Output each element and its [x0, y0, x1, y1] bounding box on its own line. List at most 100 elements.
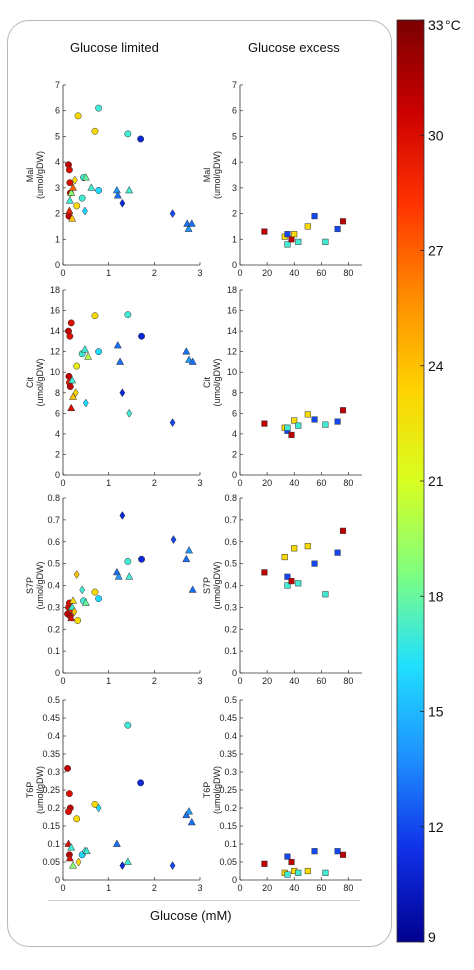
data-point-square — [304, 411, 311, 418]
y-tick-label: 0.25 — [219, 785, 237, 795]
data-point-square — [322, 869, 329, 876]
data-point-diamond — [72, 388, 79, 398]
y-tick-label: 0.4 — [224, 581, 237, 591]
data-point-diamond — [119, 198, 126, 208]
y-tick-label: 8 — [232, 388, 237, 398]
x-tick-label: 80 — [343, 883, 353, 893]
x-tick-label: 0 — [237, 676, 242, 686]
data-point-circle — [74, 112, 82, 120]
x-tick-label: 20 — [262, 676, 272, 686]
y-tick-label: 0.4 — [224, 731, 237, 741]
colorbar-tick-label: 15 — [428, 704, 444, 720]
x-tick-label: 80 — [343, 268, 353, 278]
y-axis-label: Mal(umol/gDW) — [25, 151, 45, 199]
data-point-diamond — [75, 857, 82, 867]
data-point-triangle — [116, 357, 125, 365]
y-tick-label: 3 — [55, 183, 60, 193]
data-point-circle — [138, 555, 145, 563]
data-point-square — [291, 545, 298, 552]
x-tick-label: 3 — [197, 676, 202, 686]
data-point-diamond — [169, 418, 176, 428]
data-point-triangle — [67, 613, 76, 622]
data-point-triangle — [69, 183, 78, 191]
y-tick-label: 2 — [232, 449, 237, 459]
data-point-triangle — [65, 196, 74, 204]
data-point-square — [284, 424, 291, 431]
y-tick-label: 0.5 — [224, 559, 237, 569]
data-point-diamond — [73, 570, 80, 580]
data-point-triangle — [65, 206, 74, 214]
data-point-square — [311, 560, 318, 567]
data-point-circle — [64, 764, 72, 772]
data-point-triangle — [182, 554, 191, 563]
data-point-circle — [137, 779, 145, 787]
data-point-triangle — [182, 810, 191, 819]
data-point-triangle — [187, 219, 196, 227]
y-tick-label: 16 — [227, 306, 237, 316]
data-point-triangle — [188, 585, 197, 593]
data-point-square — [291, 417, 298, 424]
data-point-diamond — [82, 206, 88, 216]
data-point-circle — [74, 617, 82, 624]
y-tick-label: 5 — [232, 131, 237, 141]
y-axis-label: T6P(umol/gDW) — [25, 766, 45, 814]
data-point-circle — [78, 194, 86, 202]
data-point-square — [261, 228, 268, 235]
y-tick-label: 0 — [55, 668, 60, 678]
x-tick-label: 60 — [316, 676, 326, 686]
x-tick-label: 60 — [316, 268, 326, 278]
x-tick-label: 20 — [262, 478, 272, 488]
colorbar-tick-label: 21 — [428, 473, 444, 489]
x-tick-label: 2 — [152, 883, 157, 893]
data-point-square — [261, 569, 268, 576]
data-point-triangle — [69, 861, 78, 869]
x-tick-label: 0 — [60, 268, 65, 278]
colorbar-tick-label: 30 — [428, 127, 444, 143]
y-tick-label: 0.15 — [219, 821, 237, 831]
data-point-circle — [124, 721, 132, 729]
y-tick-label: 0.4 — [47, 581, 60, 591]
y-tick-label: 0.1 — [224, 839, 237, 849]
data-point-square — [284, 853, 291, 860]
y-tick-label: 0 — [55, 470, 60, 480]
y-tick-label: 0.35 — [219, 749, 237, 759]
data-point-diamond — [169, 209, 176, 219]
data-point-square — [322, 238, 329, 245]
data-point-diamond — [79, 585, 86, 595]
y-tick-label: 0.1 — [224, 646, 237, 656]
data-point-square — [295, 238, 302, 245]
data-point-square — [261, 420, 268, 427]
data-point-triangle — [185, 807, 194, 815]
data-point-square — [304, 867, 311, 875]
y-tick-label: 0.6 — [224, 537, 237, 547]
data-point-triangle — [185, 545, 194, 554]
y-tick-label: 0.35 — [42, 749, 60, 759]
data-point-square — [291, 231, 298, 238]
data-point-square — [339, 407, 347, 414]
data-point-circle — [95, 348, 103, 356]
data-point-triangle — [67, 188, 76, 196]
y-tick-label: 0.8 — [224, 493, 237, 503]
y-tick-label: 0.3 — [224, 602, 237, 612]
x-tick-label: 1 — [106, 883, 111, 893]
x-tick-label: 0 — [237, 268, 242, 278]
y-tick-label: 0.4 — [47, 731, 60, 741]
y-tick-label: 0.5 — [224, 695, 237, 705]
data-point-circle — [66, 179, 74, 187]
colorbar-tick-label: 24 — [428, 358, 444, 374]
data-point-diamond — [119, 388, 126, 398]
colorbar-tick-label: 12 — [428, 819, 444, 835]
data-point-diamond — [126, 408, 133, 418]
data-point-diamond — [95, 803, 102, 813]
data-point-square — [311, 848, 318, 855]
data-point-circle — [91, 588, 99, 596]
x-tick-label: 40 — [289, 268, 299, 278]
data-point-triangle — [182, 347, 191, 355]
data-point-circle — [124, 130, 132, 138]
data-point-diamond — [170, 535, 177, 545]
data-point-triangle — [84, 352, 93, 360]
y-tick-label: 0.15 — [42, 821, 60, 831]
x-tick-label: 0 — [60, 478, 65, 488]
data-point-square — [284, 582, 291, 589]
data-point-diamond — [169, 861, 176, 871]
